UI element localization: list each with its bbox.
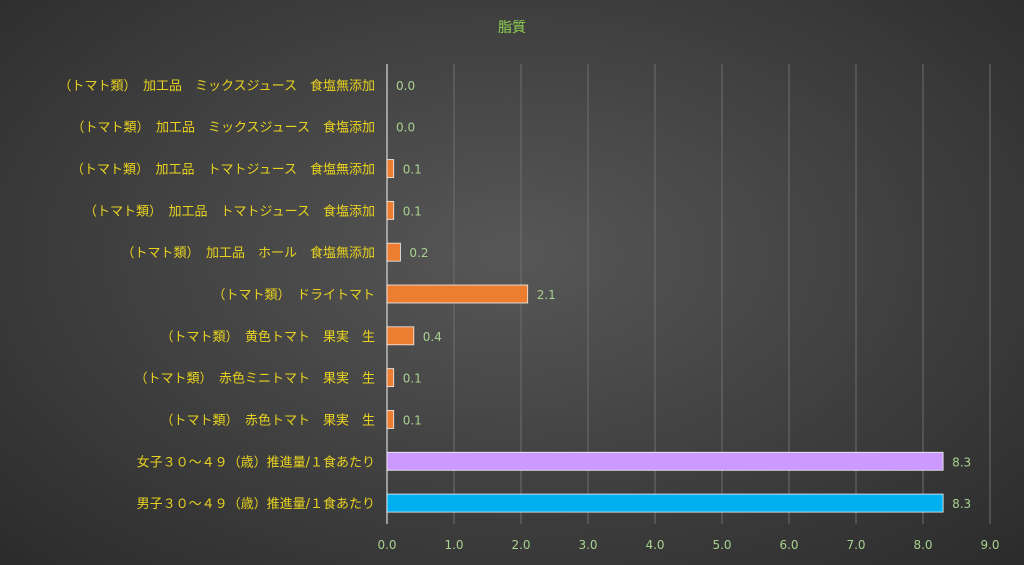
bar <box>386 368 395 388</box>
x-tick-label: 4.0 <box>645 538 664 552</box>
bar <box>386 451 944 471</box>
bar <box>386 410 395 429</box>
data-label: 0.1 <box>403 204 422 218</box>
category-label: 男子３０～４９（歳）推進量/１食あたり <box>137 496 375 512</box>
data-label: 0.1 <box>403 372 422 386</box>
bar <box>386 284 529 304</box>
bar <box>386 200 395 220</box>
bar <box>386 242 401 262</box>
data-label: 0.4 <box>423 330 442 344</box>
category-label: 女子３０～４９（歳）推進量/１食あたり <box>137 454 375 470</box>
category-label: （トマト類） 加工品 ミックスジュース 食塩無添加 <box>58 78 375 94</box>
category-label: （トマト類） 加工品 トマトジュース 食塩添加 <box>84 203 375 219</box>
category-label: （トマト類） 黄色トマト 果実 生 <box>160 329 375 345</box>
data-label: 0.1 <box>403 413 422 427</box>
bar <box>386 159 395 178</box>
data-label: 0.1 <box>403 163 422 177</box>
x-tick-label: 1.0 <box>444 538 463 552</box>
x-tick-label: 6.0 <box>779 538 798 552</box>
data-label: 8.3 <box>952 497 971 511</box>
data-label: 0.2 <box>409 246 428 260</box>
data-label: 2.1 <box>537 288 556 302</box>
data-label: 0.0 <box>396 79 415 93</box>
category-label: （トマト類） 赤色トマト 果実 生 <box>160 412 375 428</box>
category-label: （トマト類） ドライトマト <box>212 288 375 303</box>
bar <box>386 326 415 346</box>
data-label: 8.3 <box>952 455 971 469</box>
x-tick-label: 5.0 <box>712 538 731 552</box>
x-tick-label: 3.0 <box>578 538 597 552</box>
category-label: （トマト類） 加工品 ホール 食塩無添加 <box>121 245 375 261</box>
category-label: （トマト類） 加工品 トマトジュース 食塩無添加 <box>71 162 375 178</box>
x-tick-label: 7.0 <box>846 538 865 552</box>
category-label: （トマト類） 加工品 ミックスジュース 食塩添加 <box>71 120 375 136</box>
category-label: （トマト類） 赤色ミニトマト 果実 生 <box>134 371 375 387</box>
x-tick-label: 0.0 <box>377 538 396 552</box>
bar <box>386 493 944 513</box>
data-label: 0.0 <box>396 121 415 135</box>
chart-title: 脂質 <box>498 20 526 36</box>
x-tick-label: 9.0 <box>980 538 999 552</box>
x-tick-label: 2.0 <box>511 538 530 552</box>
x-tick-label: 8.0 <box>913 538 932 552</box>
